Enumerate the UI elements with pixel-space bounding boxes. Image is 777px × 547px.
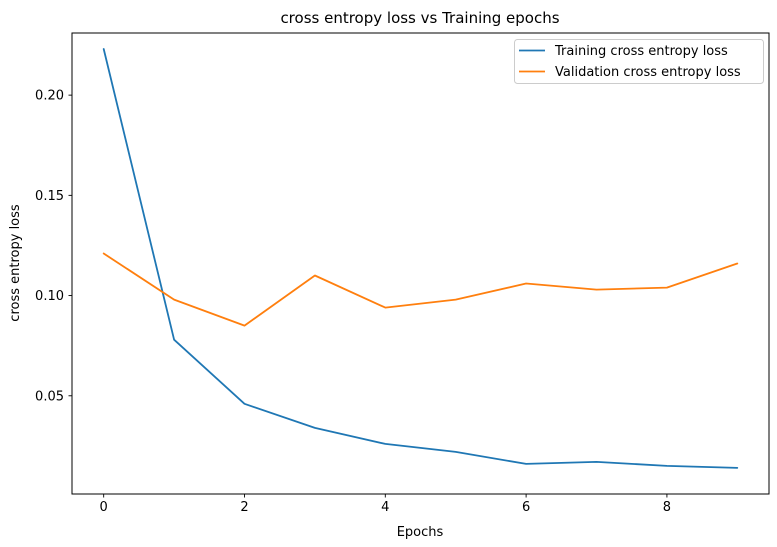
x-tick-label: 0 xyxy=(100,500,108,515)
legend-label-validation: Validation cross entropy loss xyxy=(555,65,741,80)
y-axis-label: cross entropy loss xyxy=(8,204,23,322)
x-tick-label: 8 xyxy=(663,500,671,515)
y-axis-ticks: 0.05 0.10 0.15 0.20 xyxy=(35,89,72,404)
x-axis-ticks: 0 2 4 6 8 xyxy=(100,494,671,515)
series-line-training xyxy=(102,48,739,469)
x-tick-label: 6 xyxy=(522,500,530,515)
plot-border xyxy=(71,32,770,495)
x-tick-label: 2 xyxy=(240,500,248,515)
y-tick-label: 0.10 xyxy=(35,289,64,304)
legend: Training cross entropy loss Validation c… xyxy=(514,39,764,84)
x-axis-label: Epochs xyxy=(397,525,444,540)
series-line-validation xyxy=(102,252,739,327)
chart-title: cross entropy loss vs Training epochs xyxy=(280,9,559,27)
y-tick-label: 0.20 xyxy=(35,89,64,104)
series-lines xyxy=(102,48,739,469)
legend-label-training: Training cross entropy loss xyxy=(554,44,728,59)
y-tick-label: 0.05 xyxy=(35,389,64,404)
legend-box xyxy=(514,39,764,84)
x-tick-label: 4 xyxy=(381,500,389,515)
y-tick-label: 0.15 xyxy=(35,189,64,204)
